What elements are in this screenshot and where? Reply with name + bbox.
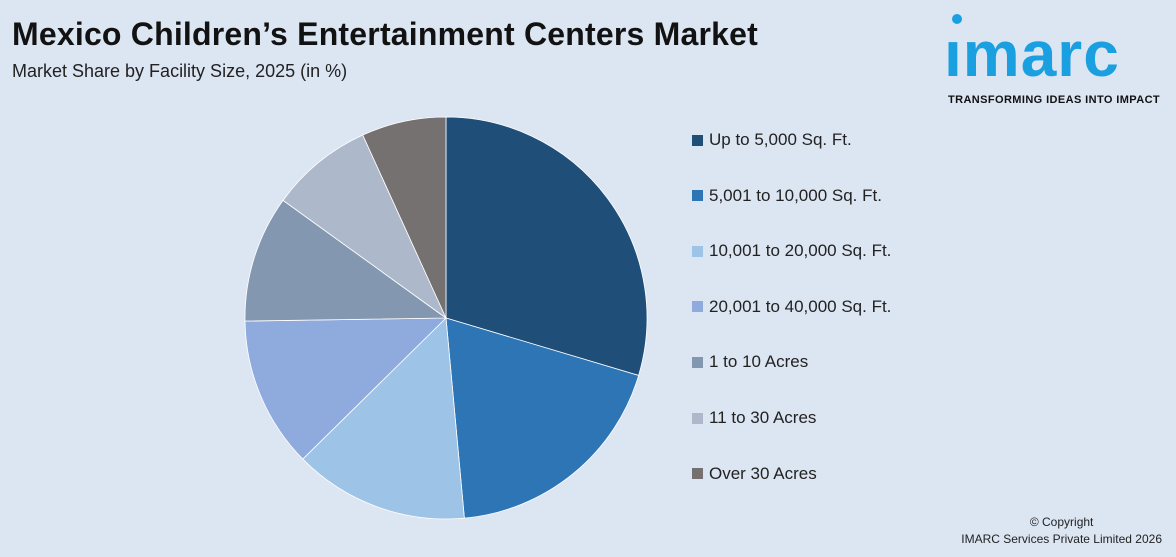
pie-chart bbox=[244, 116, 648, 520]
logo-wordmark: ımarc bbox=[944, 18, 1120, 90]
pie-slice-6 bbox=[282, 134, 447, 320]
legend-label: 20,001 to 40,000 Sq. Ft. bbox=[709, 296, 892, 316]
legend-item: 20,001 to 40,000 Sq. Ft. bbox=[692, 292, 891, 322]
legend-item: 1 to 10 Acres bbox=[692, 347, 808, 377]
legend-swatch bbox=[692, 412, 703, 424]
pie-slice-2 bbox=[445, 317, 640, 519]
copyright-line: © Copyright bbox=[1029, 515, 1094, 529]
chart-title: Mexico Children’s Entertainment Centers … bbox=[12, 16, 758, 52]
legend-swatch bbox=[692, 190, 703, 202]
legend-item: Over 30 Acres bbox=[692, 459, 817, 489]
pie-slice-7 bbox=[362, 116, 447, 319]
pie-slice-3 bbox=[302, 317, 465, 520]
legend-label: 1 to 10 Acres bbox=[709, 352, 809, 372]
legend-label: 5,001 to 10,000 Sq. Ft. bbox=[709, 185, 882, 205]
legend-item: 10,001 to 20,000 Sq. Ft. bbox=[692, 236, 891, 266]
pie-slice-5 bbox=[244, 199, 448, 322]
legend-swatch bbox=[692, 301, 703, 313]
legend-label: 10,001 to 20,000 Sq. Ft. bbox=[709, 241, 892, 261]
legend-label: Over 30 Acres bbox=[709, 463, 817, 483]
pie-slice-1 bbox=[445, 116, 648, 376]
legend-item: 11 to 30 Acres bbox=[692, 403, 816, 433]
copyright-notice: © Copyright IMARC Services Private Limit… bbox=[961, 514, 1162, 548]
legend-label: 11 to 30 Acres bbox=[709, 408, 817, 427]
imarc-logo: ımarc TRANSFORMING IDEAS INTO IMPACT bbox=[944, 10, 1172, 110]
legend-item: 5,001 to 10,000 Sq. Ft. bbox=[692, 181, 882, 211]
legend-item: Up to 5,000 Sq. Ft. bbox=[692, 125, 852, 155]
logo-dot bbox=[952, 14, 962, 24]
pie-slice-4 bbox=[244, 317, 447, 460]
copyright-company: IMARC Services Private Limited 2026 bbox=[961, 532, 1162, 546]
legend-label: Up to 5,000 Sq. Ft. bbox=[709, 130, 852, 149]
legend-swatch bbox=[692, 356, 703, 368]
logo-tagline: TRANSFORMING IDEAS INTO IMPACT bbox=[948, 94, 1161, 106]
legend-swatch bbox=[692, 468, 703, 480]
legend-swatch bbox=[692, 245, 703, 257]
chart-subtitle: Market Share by Facility Size, 2025 (in … bbox=[12, 61, 348, 81]
legend-swatch bbox=[692, 134, 703, 146]
